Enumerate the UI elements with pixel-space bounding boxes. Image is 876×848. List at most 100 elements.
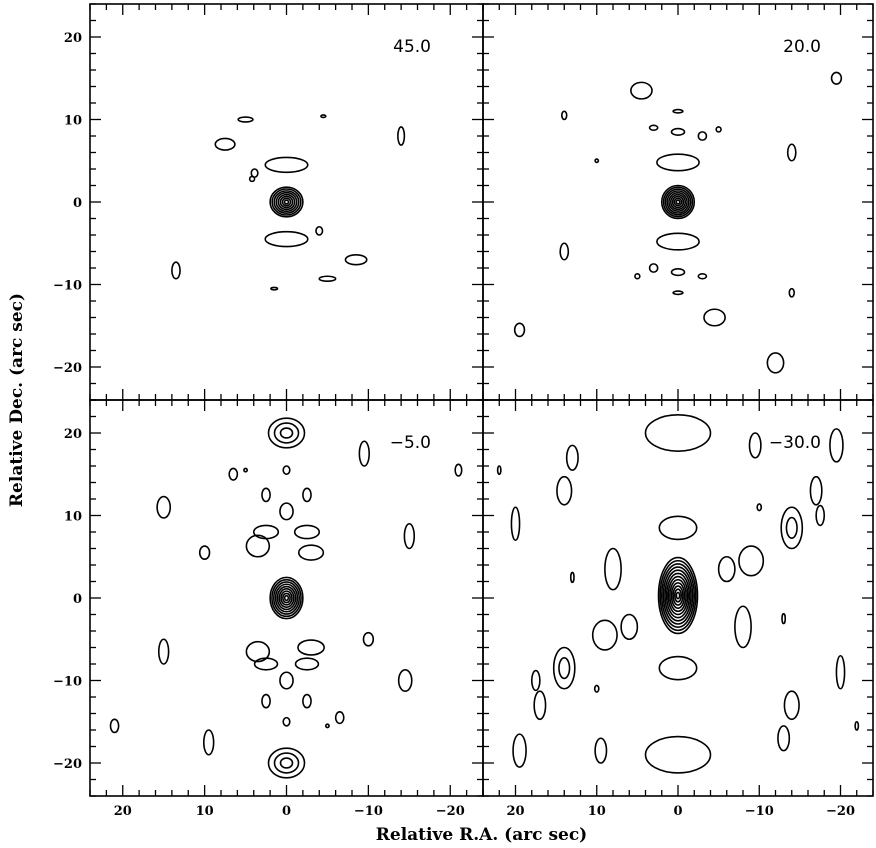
contour-line [245,534,271,558]
contour-line [593,684,600,693]
contour-group [513,71,843,374]
y-tick-label: 10 [64,114,82,129]
contour-line [667,575,689,616]
contour-line [297,639,325,656]
contour-line [558,657,571,680]
contour-line [156,495,172,519]
contour-line [630,81,653,100]
contour-line [659,559,697,632]
x-tick-label: 0 [282,804,291,819]
y-tick-label: −20 [53,361,82,376]
y-tick-label: 0 [73,196,82,211]
contour-line [656,153,700,172]
contour-group [171,114,406,291]
panel-1: 45.0 20 10 0 −10 −20 [53,3,484,401]
contour-line [264,156,309,174]
contour-line [657,556,699,635]
contour-line [324,723,330,729]
contour-line [565,444,579,471]
contour-line [272,581,301,615]
contour-line [658,655,698,681]
contour-line [634,272,641,280]
panel-label: 45.0 [393,37,431,57]
contour-line [815,504,826,527]
contour-line [530,669,541,692]
contour-line [673,197,683,207]
contour-line [697,272,708,280]
contour-line [318,275,337,282]
contour-line [854,720,860,731]
contour-line [271,188,302,216]
contour-line [270,286,279,291]
contour-line [261,487,271,503]
contour-line [278,588,295,608]
contour-line [703,308,726,327]
contour-line [269,186,304,218]
contour-line [561,110,568,121]
contour-line [675,199,681,205]
contour-line [283,594,290,602]
contour-line [594,737,608,764]
contour-line [403,522,416,550]
contour-line [248,175,256,183]
contour-line [664,569,692,622]
contour-line [748,432,762,459]
contour-line [397,126,406,146]
contour-line [670,268,686,277]
contour-line [279,427,294,439]
contour-line [644,735,712,774]
x-tick-label: 10 [196,804,214,819]
contour-line [671,195,685,209]
contour-line [157,638,170,665]
contour-line [344,254,368,266]
y-tick-label: −10 [53,675,82,690]
contour-line [664,188,692,216]
panel-frame [89,399,484,797]
contour-line [512,733,527,768]
contour-line [591,619,618,651]
contour-line [552,646,576,690]
contour-line [670,127,686,136]
contour-line [276,585,297,611]
contour-line [668,192,688,212]
contour-line [717,555,736,583]
panel-frame [89,3,484,401]
contour-line [656,232,700,251]
panel-4: −30.0 20 10 0 −10 −20 [482,399,874,819]
x-tick-label: 10 [588,804,606,819]
contour-line [766,352,785,374]
contour-line [282,592,291,604]
x-tick-label: −20 [436,804,465,819]
panel-label: −30.0 [769,433,821,453]
contour-line [644,414,712,452]
contour-group [109,417,463,779]
y-tick-label: 0 [73,592,82,607]
y-tick-label: 20 [64,31,82,46]
contour-line [785,516,798,539]
contour-line [510,506,521,542]
contour-line [261,693,271,709]
contour-line [783,690,800,721]
contour-line [271,578,302,618]
contour-line [267,747,306,779]
contour-line [559,242,570,261]
contour-line [697,131,708,141]
contour-line [269,576,304,620]
contour-line [237,116,254,123]
contour-line [274,583,299,613]
contour-line [280,590,293,606]
contour-line [397,668,413,693]
contour-line [198,545,211,561]
contour-line [283,199,290,205]
contour-line [780,506,804,550]
contour-line [756,503,763,512]
contour-line [252,524,280,540]
contour-line [662,566,694,625]
contour-line [275,191,298,213]
y-tick-label: −10 [53,279,82,294]
y-tick-label: −20 [53,757,82,772]
y-tick-label: 20 [64,427,82,442]
panel-label: 20.0 [783,37,821,57]
y-axis-title: Relative Dec. (arc sec) [7,293,27,507]
contour-line [830,71,843,85]
